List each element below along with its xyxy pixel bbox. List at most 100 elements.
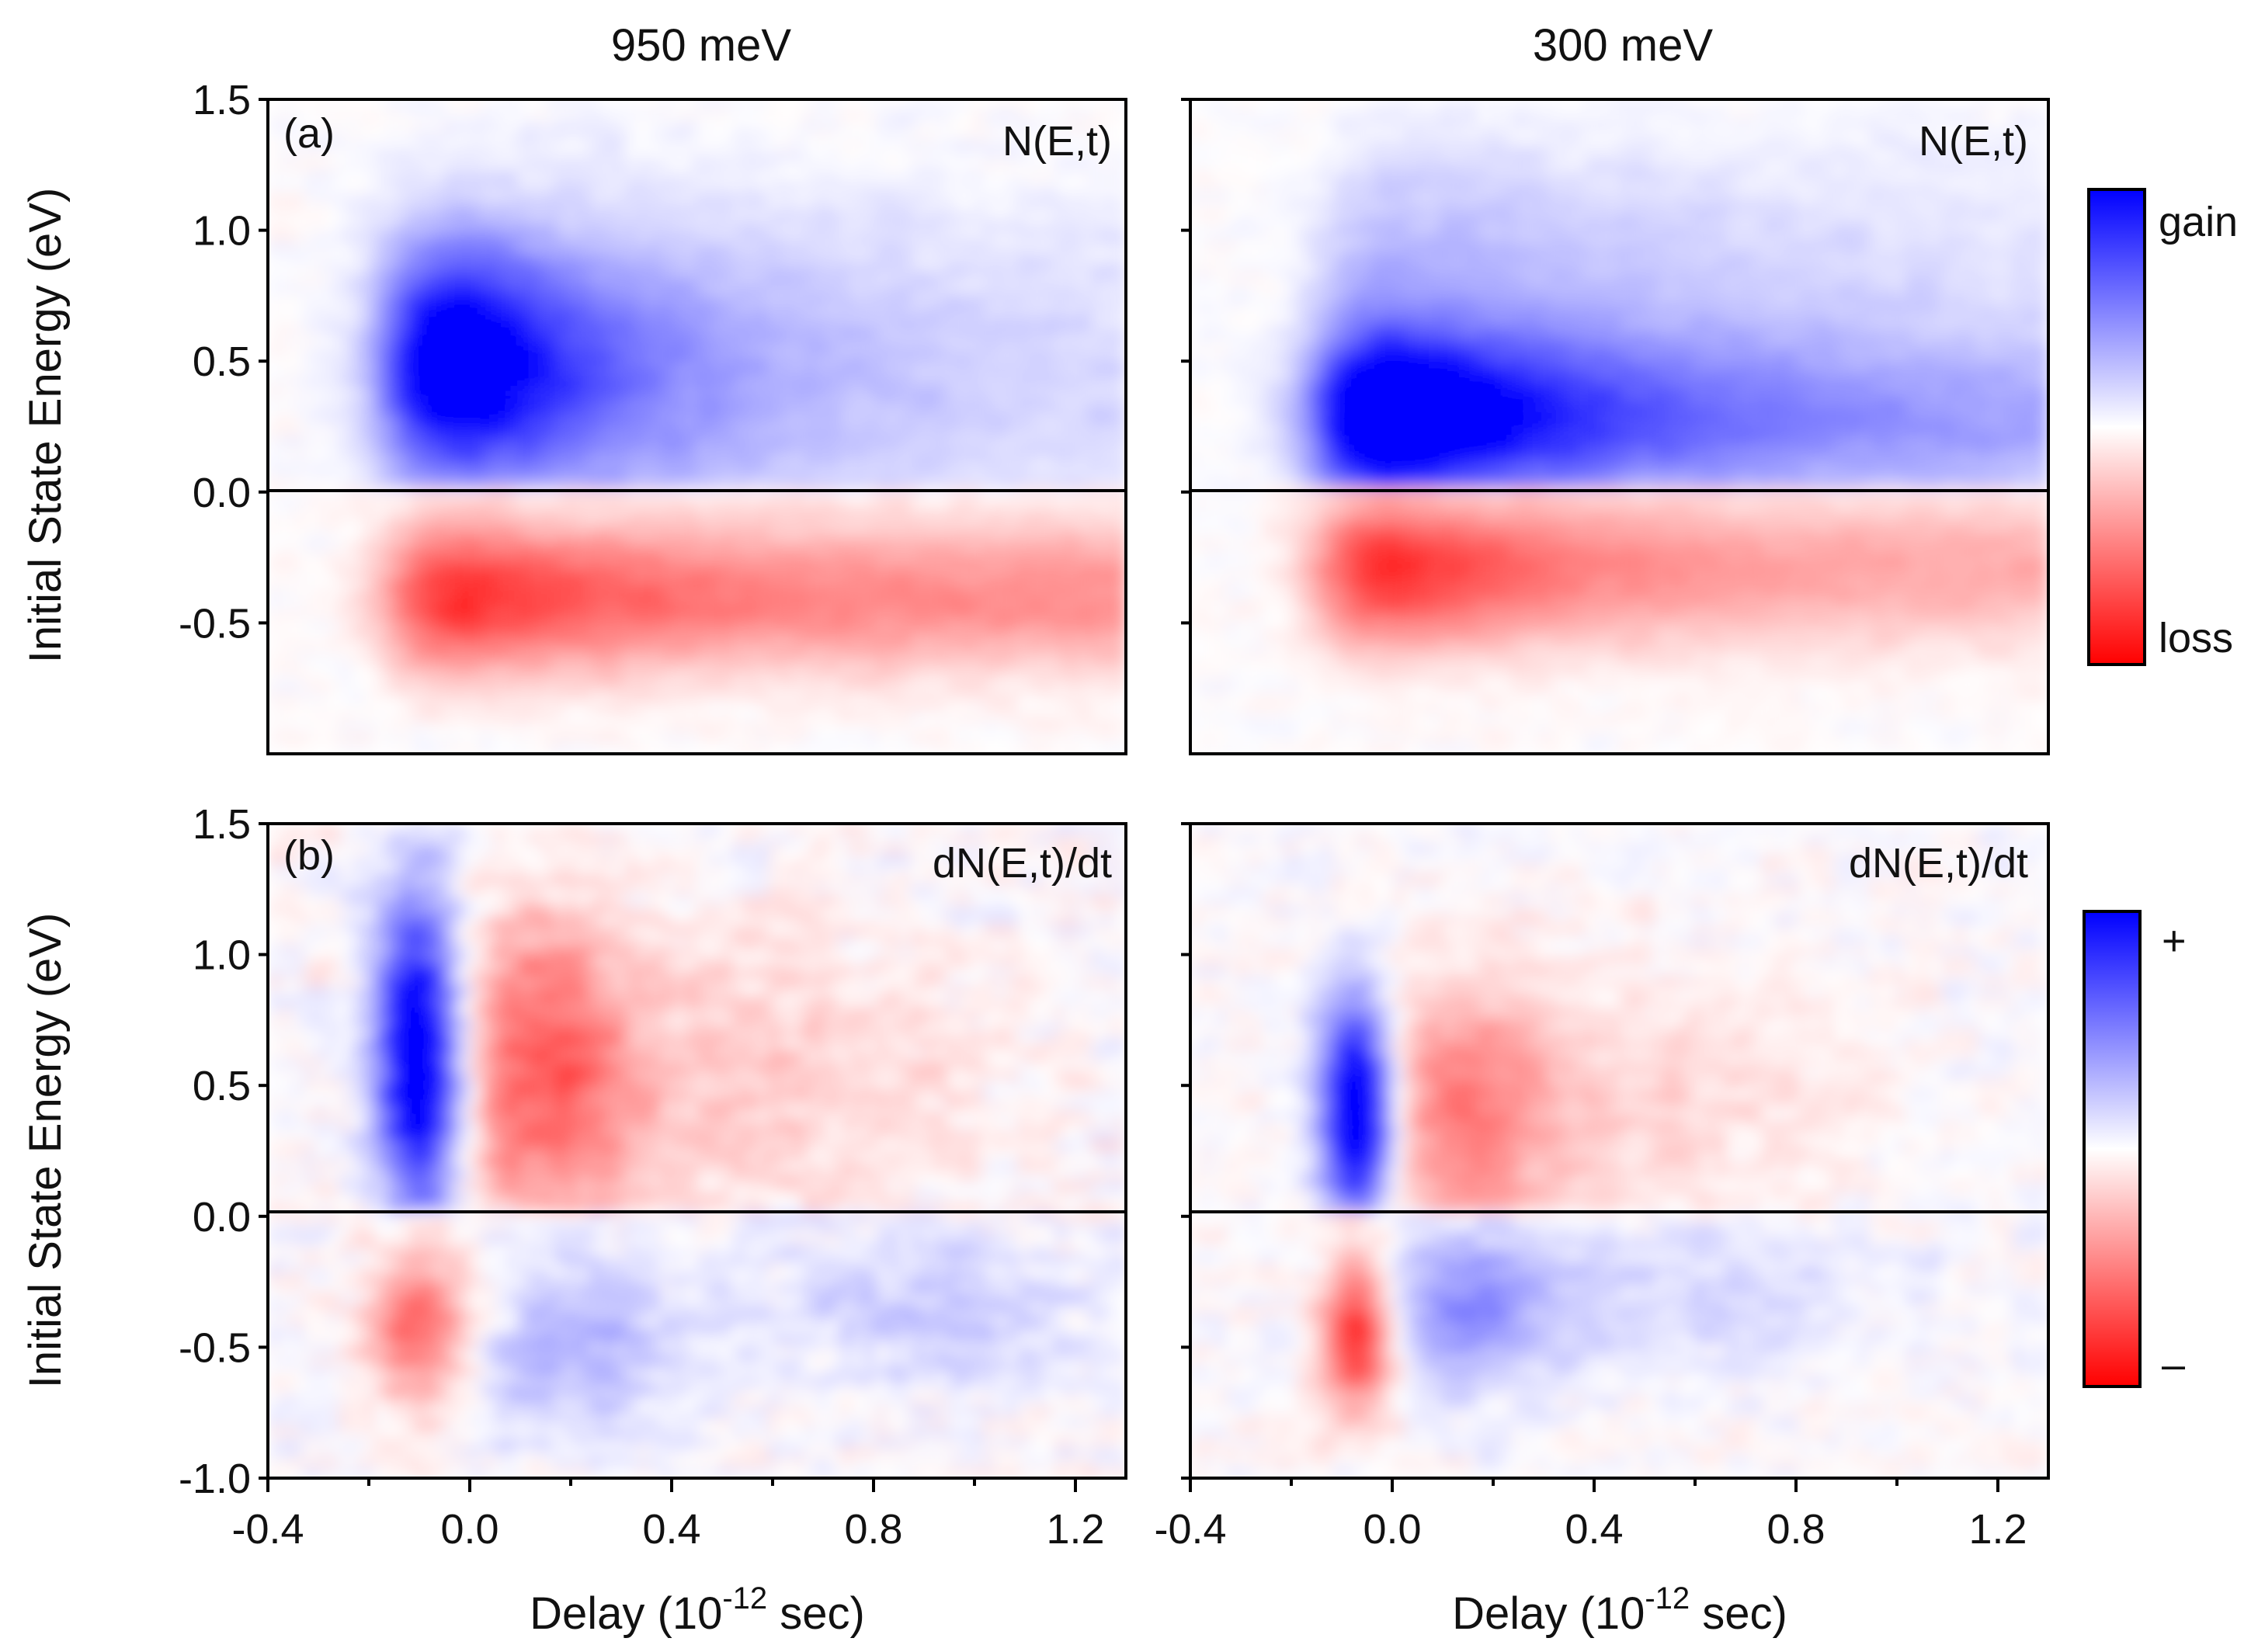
heatmap-cell [995, 395, 1008, 407]
heatmap-cell [411, 630, 424, 642]
heatmap-cell [1018, 743, 1032, 754]
heatmap-cell [875, 191, 888, 203]
heatmap-cell [935, 334, 948, 345]
heatmap-cell [422, 580, 436, 592]
heatmap-cell [899, 519, 912, 530]
heatmap-cell [804, 375, 817, 387]
heatmap-cell [815, 630, 829, 642]
heatmap-cell [601, 661, 614, 673]
heatmap-cell [971, 549, 984, 560]
heatmap-cell [744, 120, 758, 131]
heatmap-cell [1042, 600, 1055, 612]
heatmap-cell [1066, 519, 1079, 530]
heatmap-cell [530, 600, 543, 612]
heatmap-cell [839, 416, 853, 428]
heatmap-cell [541, 385, 555, 397]
heatmap-cell [888, 395, 901, 407]
heatmap-cell [995, 314, 1008, 325]
heatmap-cell [1202, 191, 1215, 203]
heatmap-cell [982, 672, 995, 683]
heatmap-cell [935, 375, 948, 387]
heatmap-cell [863, 272, 877, 284]
heatmap-cell [1113, 549, 1126, 560]
heatmap-cell [422, 559, 436, 571]
heatmap-cell [339, 446, 353, 458]
heatmap-cell [601, 610, 614, 622]
heatmap-cell [482, 334, 495, 345]
heatmap-cell [541, 641, 555, 653]
heatmap-cell [458, 436, 471, 448]
heatmap-cell [1202, 345, 1215, 356]
heatmap-cell [1006, 272, 1020, 284]
heatmap-cell [458, 630, 471, 642]
heatmap-cell [1066, 262, 1079, 274]
heatmap-cell [1078, 191, 1091, 203]
heatmap-cell [804, 508, 817, 519]
heatmap-cell [1249, 211, 1263, 223]
heatmap-cell [744, 355, 758, 366]
heatmap-cell [315, 457, 328, 468]
heatmap-cell [446, 109, 460, 121]
heatmap-cell [637, 549, 650, 560]
heatmap-cell [446, 723, 460, 734]
heatmap-cell [721, 661, 734, 673]
heatmap-cell [1202, 508, 1215, 519]
heatmap-cell [1102, 590, 1115, 602]
heatmap-cell [995, 406, 1008, 418]
heatmap-cell [363, 283, 376, 295]
heatmap-cell [387, 304, 400, 315]
heatmap-cell [768, 569, 781, 581]
heatmap-cell [411, 703, 424, 714]
heatmap-cell [1202, 692, 1215, 703]
heatmap-cell [518, 191, 531, 203]
heatmap-cell [852, 467, 865, 479]
heatmap-cell [732, 743, 745, 754]
heatmap-cell [1078, 385, 1091, 397]
heatmap-cell [1042, 641, 1055, 653]
heatmap-cell [661, 519, 674, 530]
heatmap-cell [482, 703, 495, 714]
heatmap-cell [470, 569, 484, 581]
heatmap-cell [744, 171, 758, 182]
heatmap-cell [1006, 682, 1020, 693]
heatmap-cell [888, 181, 901, 193]
heatmap-cell [828, 672, 841, 683]
heatmap-cell [458, 211, 471, 223]
heatmap-cell [923, 109, 936, 121]
heatmap-cell [721, 171, 734, 182]
heatmap-cell [708, 345, 721, 356]
heatmap-cell [327, 324, 340, 335]
heatmap-cell [852, 252, 865, 264]
heatmap-cell [1202, 498, 1215, 509]
heatmap-cell [672, 529, 686, 540]
heatmap-cell [1214, 304, 1227, 315]
heatmap-cell [411, 549, 424, 560]
heatmap-cell [327, 109, 340, 121]
heatmap-cell [982, 161, 995, 172]
heatmap-cell [768, 324, 781, 335]
heatmap-cell [422, 140, 436, 151]
heatmap-cell [947, 467, 960, 479]
heatmap-cell [1018, 559, 1032, 571]
heatmap-cell [291, 232, 304, 244]
heatmap-cell [899, 580, 912, 592]
heatmap-cell [387, 201, 400, 213]
heatmap-cell [697, 682, 710, 693]
heatmap-cell [888, 334, 901, 345]
heatmap-cell [780, 630, 794, 642]
heatmap-cell [505, 345, 519, 356]
heatmap-cell [1006, 262, 1020, 274]
heatmap-cell [398, 262, 412, 274]
heatmap-cell [911, 682, 924, 693]
heatmap-cell [899, 161, 912, 172]
heatmap-cell [935, 610, 948, 622]
heatmap-cell [578, 130, 591, 141]
heatmap-cell [1214, 661, 1227, 673]
heatmap-cell [518, 672, 531, 683]
heatmap-cell [744, 703, 758, 714]
heatmap-cell [470, 457, 484, 468]
heatmap-cell [280, 211, 293, 223]
heatmap-cell [1078, 334, 1091, 345]
heatmap-cell [398, 406, 412, 418]
heatmap-cell [411, 457, 424, 468]
